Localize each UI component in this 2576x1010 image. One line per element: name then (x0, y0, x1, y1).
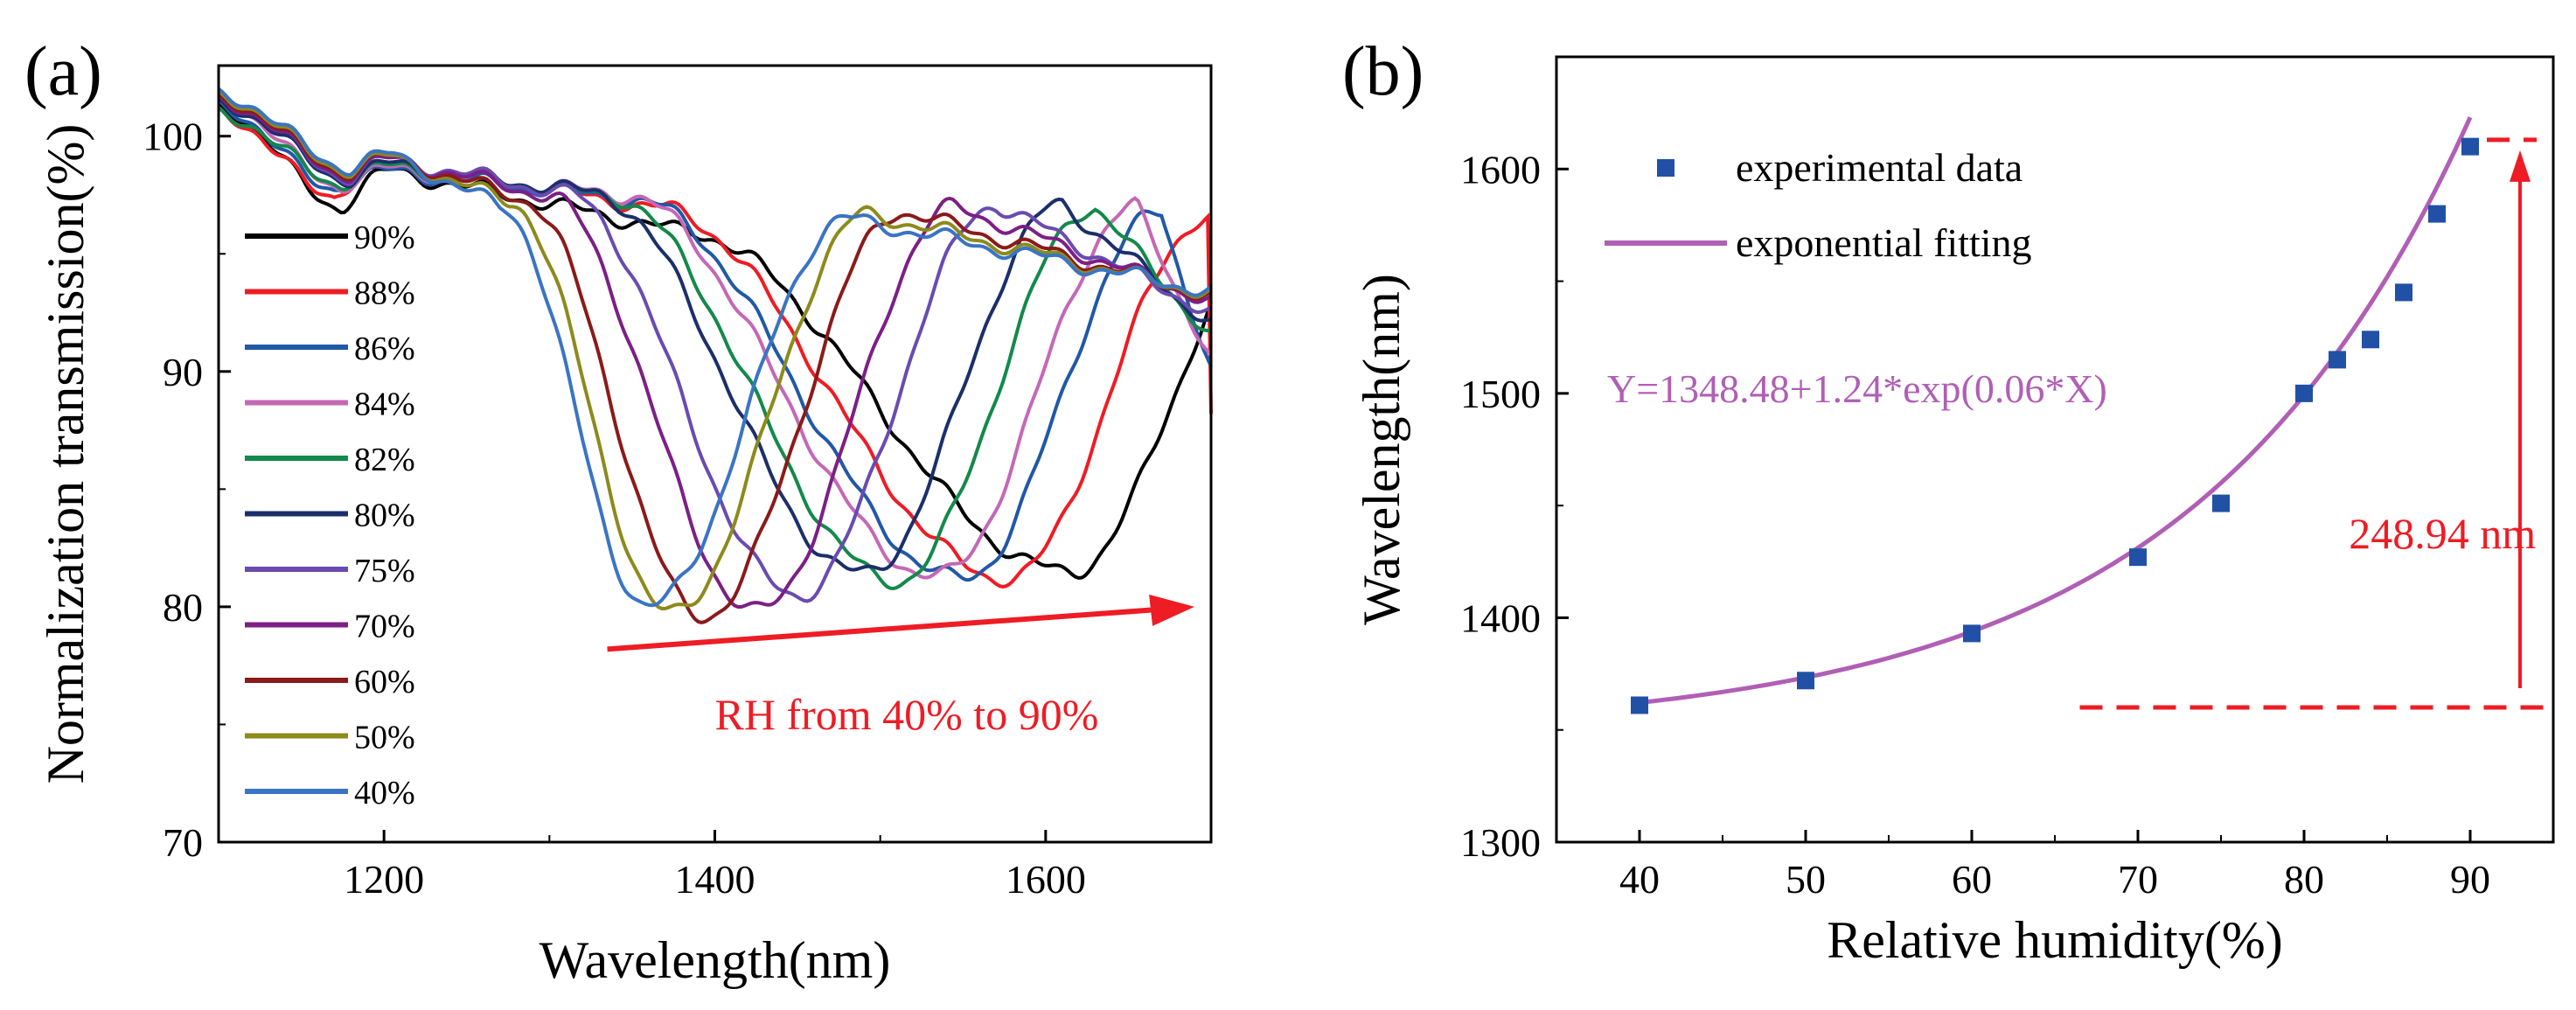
legend-label: 70% (354, 609, 415, 645)
x-tick-label: 50 (1786, 857, 1826, 902)
x-tick-label: 1400 (675, 857, 755, 902)
data-point (2362, 331, 2379, 349)
legend-label: 90% (354, 219, 415, 256)
y-tick-label: 1600 (1460, 147, 1541, 192)
legend-label: 75% (354, 553, 415, 589)
y-tick-label: 1500 (1460, 372, 1541, 416)
legend-label-experimental: experimental data (1736, 145, 2023, 190)
curve-rh-80 (217, 96, 1212, 572)
data-point (2295, 384, 2313, 402)
fit-equation: Y=1348.48+1.24*exp(0.06*X) (1607, 366, 2107, 411)
x-tick-label: 80 (2284, 857, 2324, 902)
y-tick-label: 90 (163, 350, 203, 394)
panel-b: (b) Wavelength(nm) Relative humidity(%) … (1342, 33, 2555, 969)
legend-label-fit: exponential fitting (1736, 220, 2032, 265)
data-point (2212, 494, 2230, 512)
legend-label: 50% (354, 720, 415, 756)
data-point (2395, 283, 2412, 302)
panel-a-plot-frame (217, 64, 1213, 844)
rh-shift-arrow-head (1149, 594, 1195, 626)
curve-rh-86 (217, 99, 1213, 582)
shift-arrow-head (2510, 150, 2531, 182)
legend-marker-experimental (1657, 159, 1674, 177)
curve-rh-40 (217, 87, 1213, 608)
curve-rh-82 (217, 106, 1212, 591)
curve-rh-70 (217, 94, 1212, 609)
panel-a-label: (a) (24, 33, 102, 110)
shift-amount-label: 248.94 nm (2349, 509, 2536, 558)
legend-label: 80% (354, 498, 415, 534)
y-tick-label: 80 (163, 585, 203, 630)
panel-b-plot-frame (1555, 55, 2555, 844)
legend-label: 60% (354, 664, 415, 700)
rh-shift-annotation: RH from 40% to 90% (715, 690, 1099, 739)
legend-label: 84% (354, 387, 415, 423)
panel-a-x-axis-label: Wavelength(nm) (540, 931, 891, 989)
x-tick-label: 1600 (1006, 857, 1086, 902)
panel-b-x-axis-label: Relative humidity(%) (1827, 911, 2283, 969)
data-point (1963, 624, 1981, 643)
rh-shift-arrow-line (607, 606, 1160, 652)
curve-rh-84 (217, 94, 1213, 580)
legend-label: 40% (354, 775, 415, 811)
y-tick-label: 1400 (1460, 596, 1541, 640)
legend-label: 82% (354, 442, 415, 478)
data-point (2461, 137, 2479, 156)
y-tick-label: 70 (163, 820, 203, 865)
x-tick-label: 70 (2118, 857, 2158, 902)
legend-label: 88% (354, 275, 415, 312)
panel-a: (a) Normalization transmission(%) Wavele… (24, 33, 1213, 989)
panel-b-y-axis-label: Wavelength(nm) (1353, 274, 1410, 625)
curve-rh-50 (217, 89, 1213, 611)
panel-b-label: (b) (1342, 33, 1424, 110)
panel-a-y-axis-label: Normalization transmission(%) (37, 124, 94, 784)
x-tick-label: 40 (1619, 857, 1660, 902)
data-point (1631, 696, 1648, 714)
y-tick-label: 100 (143, 115, 203, 159)
x-tick-label: 60 (1952, 857, 1992, 902)
data-point (1797, 672, 1814, 690)
x-tick-label: 90 (2450, 857, 2490, 902)
data-point (2129, 548, 2147, 567)
data-point (2329, 351, 2346, 369)
y-tick-label: 1300 (1460, 820, 1541, 865)
data-point (2428, 205, 2446, 223)
legend-label: 86% (354, 331, 415, 367)
x-tick-label: 1200 (344, 857, 424, 902)
